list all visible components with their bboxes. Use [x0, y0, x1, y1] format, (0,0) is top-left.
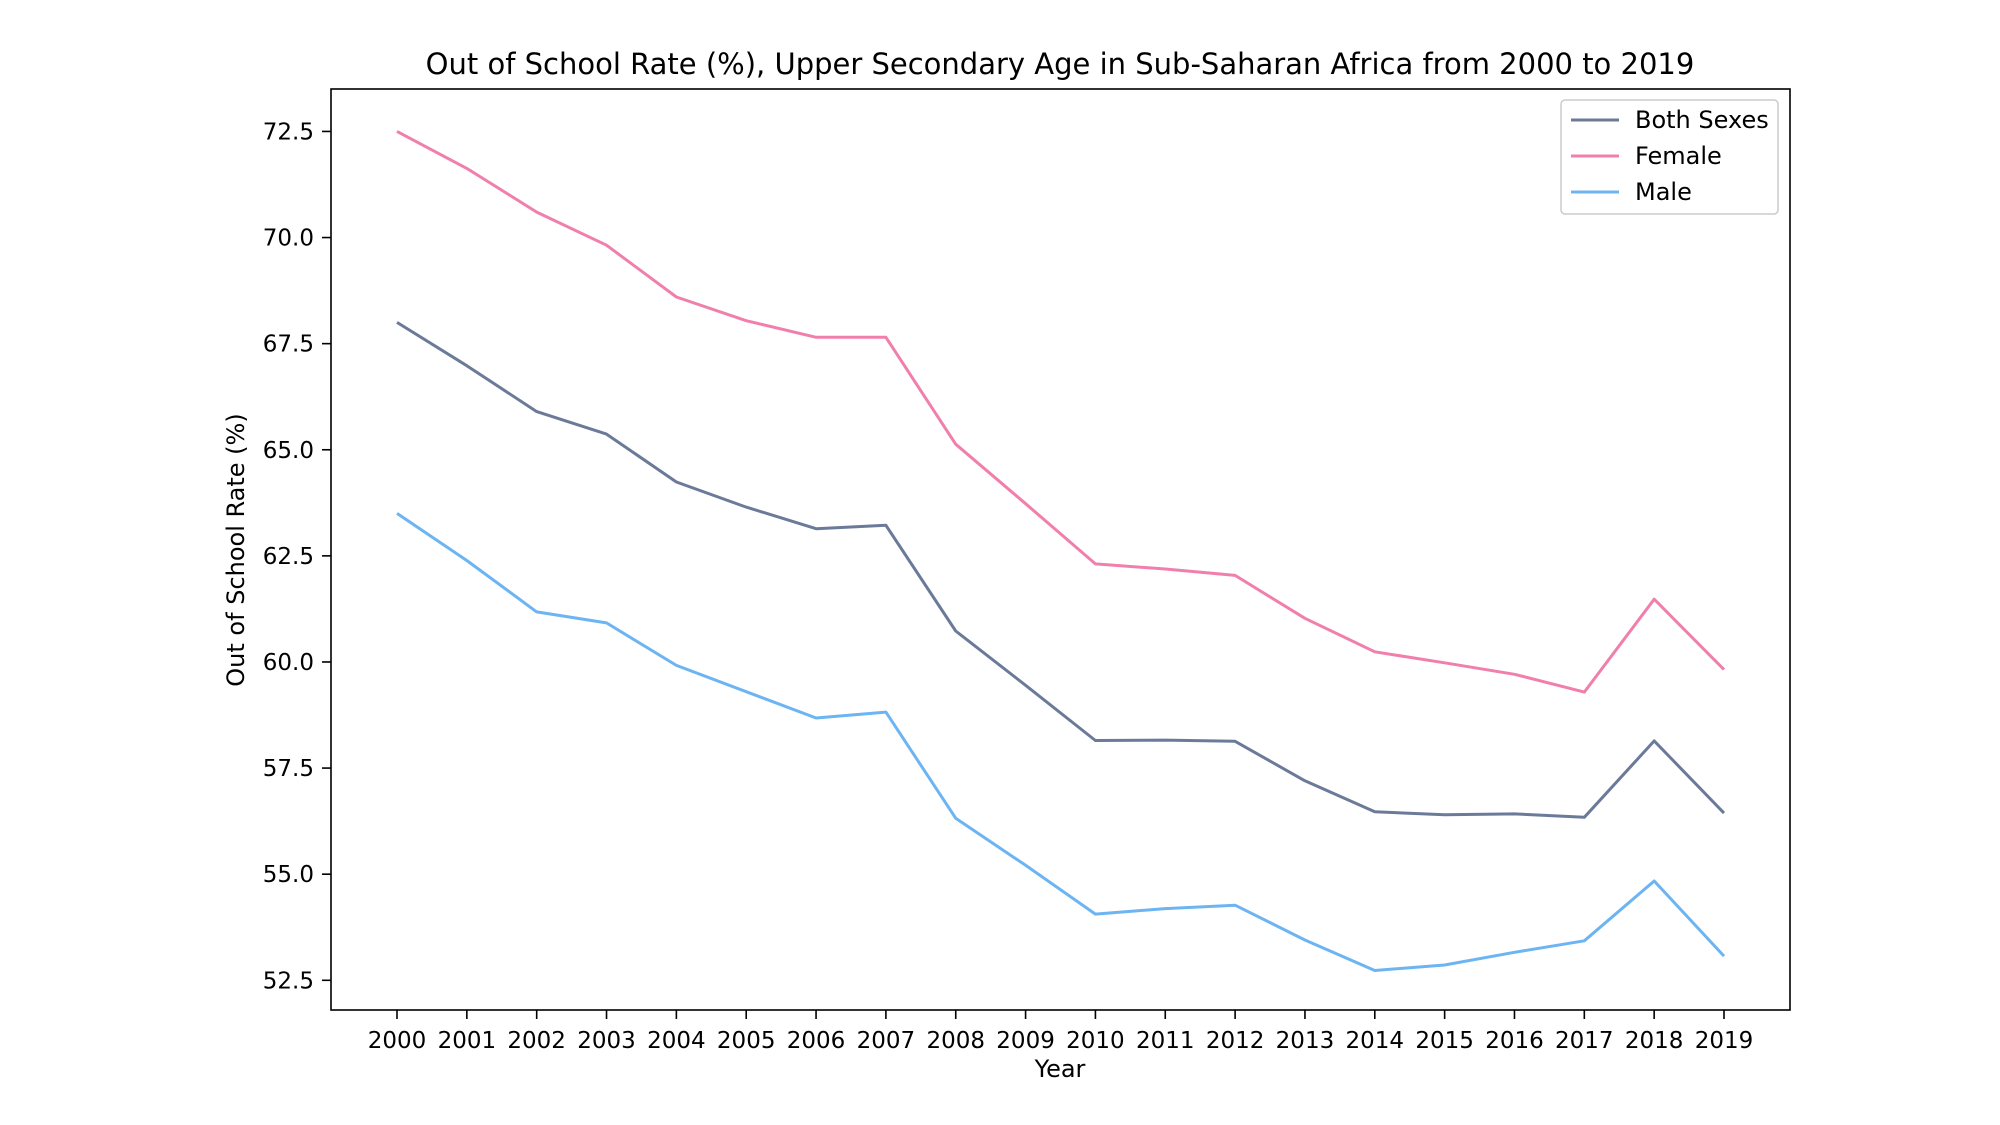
- x-tick-label: 2004: [647, 1028, 706, 1054]
- x-tick-label: 2016: [1485, 1028, 1544, 1054]
- y-tick-label: 60.0: [263, 650, 314, 676]
- x-tick-label: 2007: [857, 1028, 916, 1054]
- x-tick-label: 2019: [1695, 1028, 1754, 1054]
- chart-title: Out of School Rate (%), Upper Secondary …: [426, 47, 1695, 81]
- x-tick-label: 2003: [577, 1028, 636, 1054]
- y-tick-label: 65.0: [263, 438, 314, 464]
- x-tick-label: 2002: [507, 1028, 566, 1054]
- x-tick-label: 2001: [438, 1028, 497, 1054]
- y-tick-label: 62.5: [263, 544, 314, 570]
- x-tick-label: 2013: [1276, 1028, 1335, 1054]
- x-tick-label: 2010: [1066, 1028, 1125, 1054]
- x-tick-label: 2012: [1206, 1028, 1265, 1054]
- x-tick-label: 2014: [1346, 1028, 1405, 1054]
- legend-label: Male: [1635, 178, 1692, 206]
- x-tick-label: 2015: [1415, 1028, 1474, 1054]
- x-tick-label: 2008: [926, 1028, 985, 1054]
- x-tick-label: 2011: [1136, 1028, 1195, 1054]
- legend: Both Sexes Female Male: [1560, 99, 1779, 215]
- x-tick-label: 2006: [787, 1028, 846, 1054]
- x-tick-label: 2005: [717, 1028, 776, 1054]
- x-tick-label: 2000: [368, 1028, 427, 1054]
- plot-frame: [330, 88, 1791, 1011]
- y-tick-label: 72.5: [263, 119, 314, 145]
- legend-box: [1560, 99, 1779, 215]
- series-line-male: [396, 512, 1726, 972]
- plot-area: 2000 2001 2002 2003 2004 2005 2006 2007 2008 2009…: [263, 88, 1791, 1054]
- x-axis-label: Year: [1034, 1055, 1086, 1083]
- x-tick-label: 2017: [1555, 1028, 1614, 1054]
- y-tick-label: 67.5: [263, 332, 314, 358]
- x-tick-label: 2009: [996, 1028, 1055, 1054]
- legend-label: Female: [1635, 142, 1722, 170]
- x-tick-label: 2018: [1625, 1028, 1684, 1054]
- y-axis-label: Out of School Rate (%): [222, 413, 250, 686]
- series-line-female: [396, 130, 1726, 694]
- y-tick-label: 70.0: [263, 226, 314, 252]
- y-tick-label: 55.0: [263, 862, 314, 888]
- series-line-both-sexes: [396, 321, 1726, 819]
- legend-label: Both Sexes: [1635, 106, 1769, 134]
- y-tick-label: 52.5: [263, 968, 314, 994]
- y-tick-label: 57.5: [263, 756, 314, 782]
